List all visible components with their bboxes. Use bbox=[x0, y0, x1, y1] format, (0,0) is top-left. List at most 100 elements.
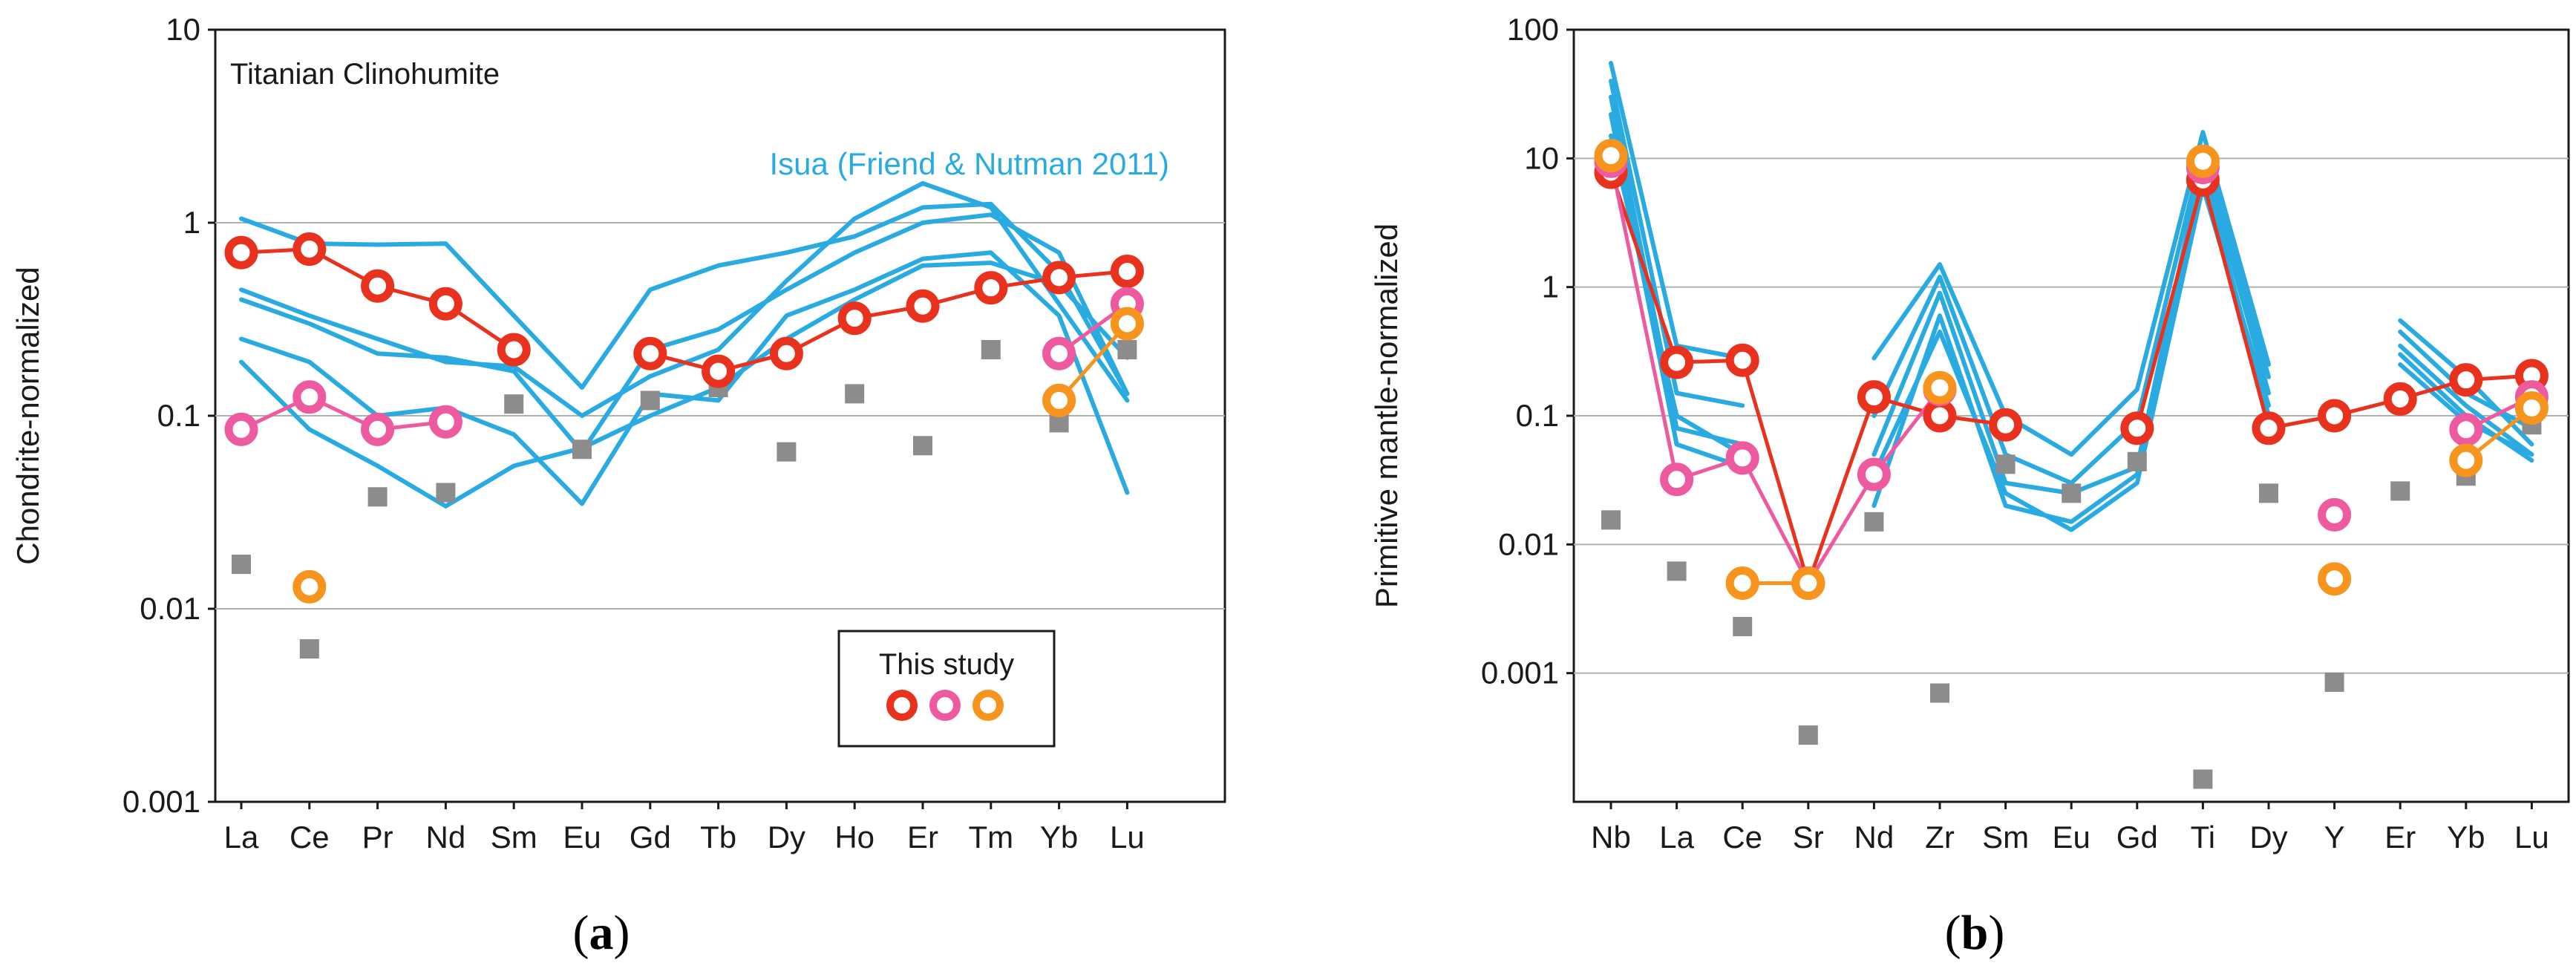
y-tick-labels: 10 1 0.1 0.01 0.001 bbox=[122, 12, 215, 819]
study-data-point bbox=[361, 269, 395, 303]
study-data-point bbox=[1857, 380, 1891, 414]
grey-square-marker bbox=[777, 442, 797, 462]
study-data-point bbox=[428, 405, 462, 439]
legend-marker bbox=[886, 690, 918, 721]
study-series bbox=[1594, 139, 2549, 601]
y-axis-label: Chondrite-normalized bbox=[10, 267, 45, 565]
study-data-point bbox=[2514, 391, 2549, 425]
study-data-point bbox=[633, 336, 667, 370]
x-tick-label: Tb bbox=[700, 820, 736, 855]
study-data-point bbox=[702, 354, 736, 388]
x-tick-label: Nd bbox=[1854, 820, 1895, 855]
grey-square-marker bbox=[436, 483, 456, 503]
study-data-point bbox=[1791, 566, 1825, 601]
reference-lines bbox=[1609, 61, 2534, 532]
x-tick-label: Ho bbox=[834, 820, 875, 855]
x-tick-label: La bbox=[224, 820, 259, 855]
study-data-point bbox=[2449, 443, 2483, 477]
grey-square-marker bbox=[913, 436, 932, 456]
grey-square-marker bbox=[845, 384, 865, 404]
study-data-point bbox=[292, 569, 327, 604]
study-data-point bbox=[1725, 343, 1759, 377]
x-tick-label: Gd bbox=[2116, 820, 2158, 855]
grey-square-marker bbox=[2193, 769, 2213, 789]
x-tick-label: Sm bbox=[1982, 820, 2029, 855]
x-tick-label: La bbox=[1659, 820, 1694, 855]
study-data-point bbox=[224, 235, 258, 270]
legend-marker bbox=[972, 690, 1004, 721]
y-tick-label: 0.1 bbox=[1516, 398, 1559, 433]
study-data-point bbox=[224, 412, 258, 446]
y-tick-label: 1 bbox=[183, 205, 200, 240]
study-data-point bbox=[1857, 457, 1891, 491]
chart-panel-a: 10 1 0.1 0.01 0.001 La Ce Pr Nd Sm Eu Gd Tb Dy Ho Er Tm… bbox=[10, 12, 1226, 960]
x-tick-label: Dy bbox=[768, 820, 805, 855]
grey-square-marker bbox=[2062, 483, 2082, 503]
grey-square-marker bbox=[1733, 616, 1753, 636]
x-tick-label: Sr bbox=[1793, 820, 1824, 855]
study-data-point bbox=[2449, 363, 2483, 397]
study-data-point bbox=[906, 289, 940, 323]
legend-title: This study bbox=[879, 648, 1014, 681]
y-tick-label: 10 bbox=[166, 12, 200, 47]
grey-square-marker bbox=[1601, 510, 1621, 530]
study-data-point bbox=[1660, 463, 1694, 497]
study-data-point bbox=[1923, 370, 1957, 405]
panel-label-a: (a) bbox=[573, 906, 630, 960]
grey-square-marker bbox=[504, 394, 524, 414]
study-data-point bbox=[1725, 441, 1759, 475]
reference-line bbox=[239, 250, 1130, 506]
x-tick-label: Tm bbox=[968, 820, 1013, 855]
x-tick-label: Lu bbox=[1110, 820, 1145, 855]
study-series-line bbox=[1057, 322, 1129, 402]
x-tick-label: Gd bbox=[630, 820, 671, 855]
legend-box bbox=[837, 630, 1056, 748]
y-tick-label: 1 bbox=[1542, 270, 1559, 304]
y-axis-label: Primitive mantle-normalized bbox=[1369, 223, 1404, 608]
y-tick-labels: 100 10 1 0.1 0.01 0.001 bbox=[1481, 12, 1574, 690]
x-tick-label: Y bbox=[2324, 820, 2345, 855]
y-tick-label: 0.001 bbox=[122, 784, 200, 819]
x-tick-labels: Nb La Ce Sr Nd Zr Sm Eu Gd Ti Dy Y Er Yb Lu bbox=[1591, 802, 2549, 855]
study-data-point bbox=[292, 380, 327, 414]
grey-square-marker bbox=[2259, 483, 2278, 503]
x-tick-label: Sm bbox=[491, 820, 537, 855]
y-tick-label: 100 bbox=[1507, 12, 1559, 47]
grey-square-marker bbox=[1798, 725, 1818, 745]
x-tick-label: Yb bbox=[1040, 820, 1078, 855]
study-data-point bbox=[1110, 254, 1144, 288]
legend-marker bbox=[929, 690, 961, 721]
x-tick-label: Er bbox=[2384, 820, 2416, 855]
x-tick-label: Yb bbox=[2447, 820, 2485, 855]
study-series bbox=[224, 232, 1144, 604]
grey-square-marker bbox=[1864, 512, 1884, 532]
study-data-point bbox=[2186, 144, 2220, 178]
study-data-point bbox=[974, 271, 1008, 305]
study-data-point bbox=[2318, 562, 2352, 596]
grey-square-marker bbox=[981, 339, 1001, 359]
study-data-point bbox=[1110, 307, 1144, 341]
x-tick-label: Er bbox=[907, 820, 938, 855]
x-tick-label: Ce bbox=[290, 820, 330, 855]
reference-line bbox=[239, 212, 1130, 454]
study-data-point bbox=[1042, 261, 1076, 295]
study-data-point bbox=[2449, 413, 2483, 447]
grey-square-marker bbox=[1995, 454, 2016, 474]
study-data-point bbox=[1725, 566, 1759, 601]
x-tick-label: Eu bbox=[2053, 820, 2090, 855]
study-data-point bbox=[1594, 139, 1628, 173]
study-data-point bbox=[769, 336, 803, 370]
x-tick-label: Eu bbox=[563, 820, 601, 855]
grey-square-marker bbox=[640, 391, 660, 411]
x-tick-label: Nd bbox=[426, 820, 466, 855]
x-tick-label: Lu bbox=[2514, 820, 2549, 855]
y-tick-label: 0.1 bbox=[157, 398, 200, 433]
reference-label: Isua (Friend & Nutman 2011) bbox=[770, 146, 1169, 181]
study-data-point bbox=[2318, 399, 2352, 433]
study-data-point bbox=[2383, 382, 2417, 416]
study-data-point bbox=[1042, 336, 1076, 370]
grey-square-marker bbox=[2324, 672, 2344, 692]
y-tick-label: 0.01 bbox=[140, 591, 200, 626]
study-data-point bbox=[2252, 411, 2286, 445]
